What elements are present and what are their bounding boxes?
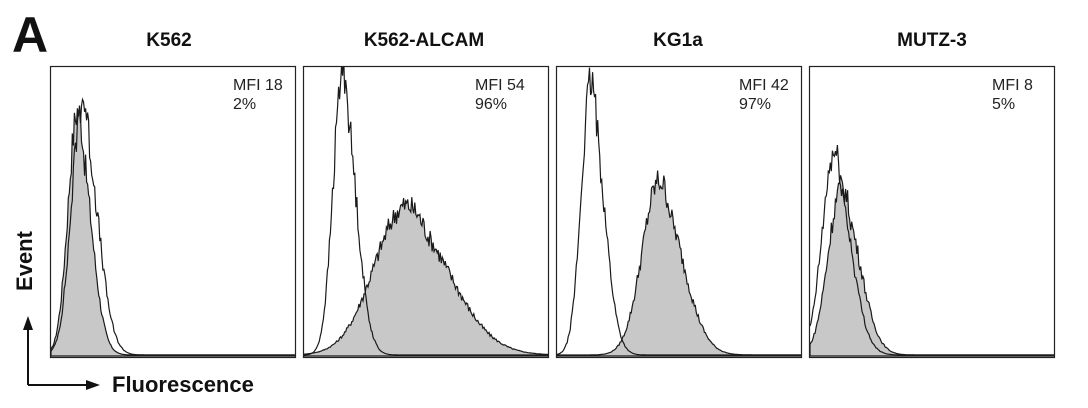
plot-frame — [49, 65, 297, 359]
mfi-label: MFI 8 — [992, 77, 1033, 94]
histogram-filled-stained — [303, 197, 549, 357]
histogram-panel-k562: MFI 18 2% — [49, 65, 297, 359]
x-arrow-head — [86, 380, 100, 390]
chart-title-kg1a: KG1a — [653, 30, 703, 51]
plot-frame — [808, 65, 1056, 359]
chart-title-mutz3: MUTZ-3 — [897, 30, 967, 51]
histogram-line-control — [809, 144, 1054, 356]
histogram-panel-kg1a: MFI 42 97% — [555, 65, 803, 359]
chart-title-k562: K562 — [146, 30, 192, 51]
histogram-line-control — [304, 66, 548, 356]
panel-letter: A — [12, 7, 49, 63]
histogram-panel-mutz3: MFI 8 5% — [808, 65, 1056, 359]
percent-label: 5% — [992, 96, 1016, 113]
mfi-label: MFI 54 — [475, 77, 525, 94]
x-axis-label: Fluorescence — [112, 372, 254, 397]
plot-frame — [302, 65, 550, 359]
y-axis-label: Event — [12, 231, 37, 291]
y-arrow-head — [23, 316, 33, 330]
histogram-panel-k562-alcam: MFI 54 96% — [302, 65, 550, 359]
mfi-label: MFI 18 — [233, 77, 283, 94]
percent-label: 97% — [739, 96, 772, 113]
mfi-label: MFI 42 — [739, 77, 789, 94]
histogram-line-control — [556, 67, 801, 356]
percent-label: 2% — [233, 96, 257, 113]
histogram-svg-kg1a — [555, 65, 803, 359]
histogram-svg-k562-alcam — [302, 65, 550, 359]
percent-label: 96% — [475, 96, 508, 113]
histogram-line-control — [50, 97, 295, 356]
plot-frame — [555, 65, 803, 359]
chart-title-k562-alcam: K562-ALCAM — [363, 30, 485, 51]
histogram-svg-mutz3 — [808, 65, 1056, 359]
histogram-svg-k562 — [49, 65, 297, 359]
